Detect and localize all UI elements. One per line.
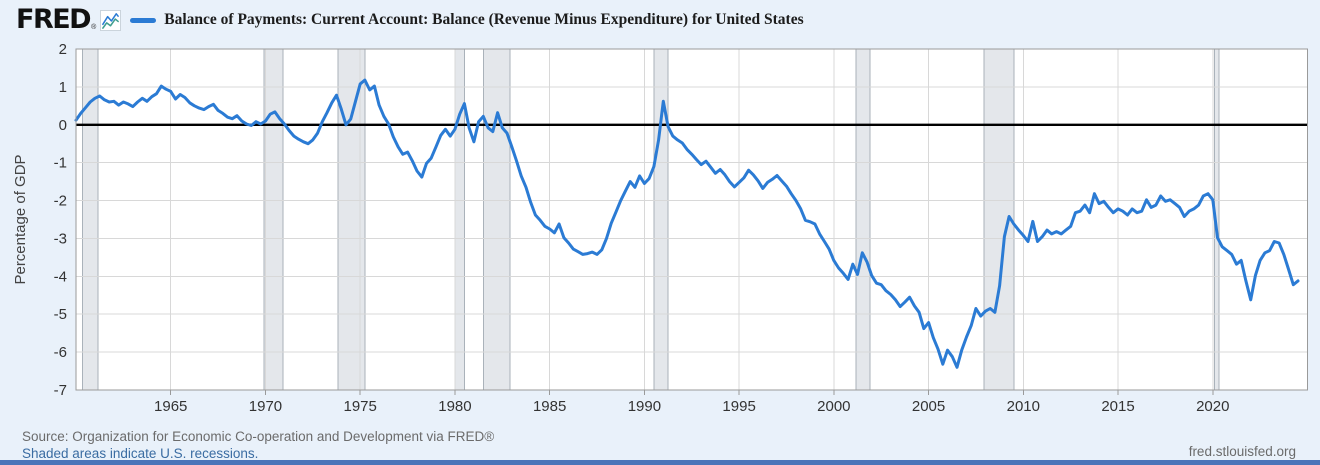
y-axis-title: Percentage of GDP [12,154,29,284]
recession-note-link[interactable]: Shaded areas indicate U.S. recessions. [22,446,259,461]
source-text: Source: Organization for Economic Co-ope… [22,429,495,444]
x-tick-label: 1990 [628,398,661,415]
y-tick-label: -7 [54,382,67,399]
x-tick-label: 1970 [249,398,282,415]
x-tick-label: 1980 [438,398,471,415]
recession-band [454,49,465,390]
y-tick-label: -1 [54,155,67,172]
x-tick-label: 1965 [154,398,187,415]
y-tick-label: 0 [59,117,67,134]
x-tick-label: 1975 [344,398,377,415]
x-tick-label: 1985 [533,398,566,415]
sparkline-icon [100,9,122,31]
y-tick-label: -6 [54,344,67,361]
y-tick-label: -3 [54,230,67,247]
y-tick-label: -2 [54,193,67,210]
y-tick-label: -5 [54,306,67,323]
recession-band [653,49,669,390]
chart-header: FRED ® Balance of Payments: Current Acco… [16,6,804,34]
x-tick-label: 2015 [1101,398,1134,415]
recession-band [856,49,871,390]
recession-band [483,49,511,390]
bottom-accent-bar [0,460,1320,465]
x-tick-label: 2010 [1007,398,1040,415]
y-tick-label: 1 [59,79,67,96]
x-tick-label: 2005 [912,398,945,415]
y-tick-label: -4 [54,268,67,285]
y-tick-label: 2 [59,41,67,58]
x-tick-label: 1995 [722,398,755,415]
fred-logo: FRED [16,4,92,35]
series-legend-line [130,17,157,23]
recession-band [82,49,99,390]
x-tick-label: 2000 [817,398,850,415]
registered-trademark: ® [91,24,97,31]
plot-area[interactable] [76,49,1308,390]
recession-band [263,49,283,390]
recession-band [338,49,365,390]
series-title: Balance of Payments: Current Account: Ba… [164,11,804,28]
plot-border [75,48,1308,391]
x-tick-label: 2020 [1196,398,1229,415]
series-line[interactable] [74,78,1300,369]
fred-site-link[interactable]: fred.stlouisfed.org [1188,444,1296,459]
